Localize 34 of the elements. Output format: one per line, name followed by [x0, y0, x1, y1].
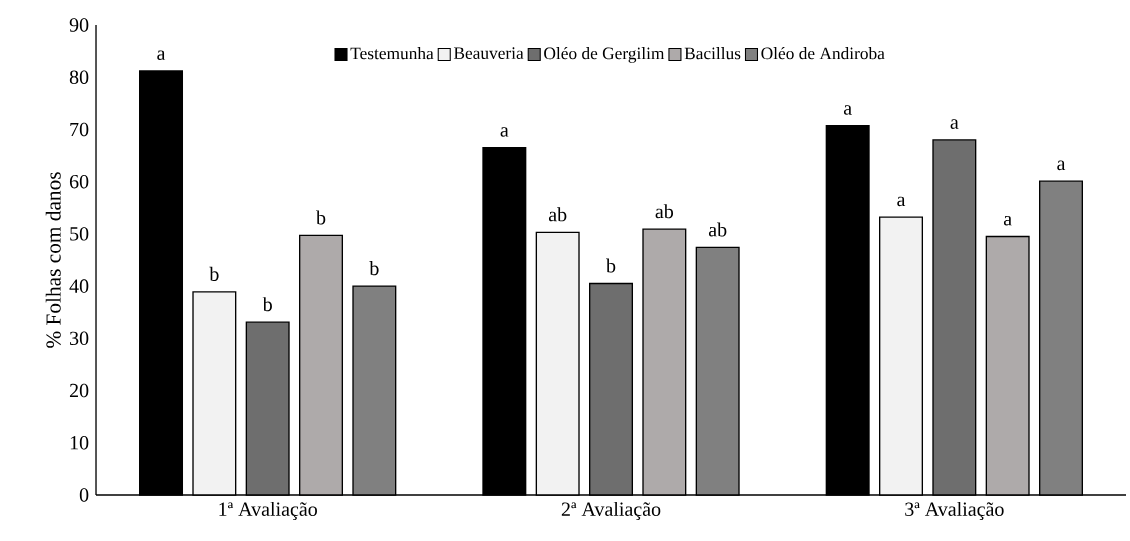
- x-tick-label: 2ª Avaliação: [561, 501, 661, 521]
- y-tick-label: 10: [70, 436, 89, 450]
- y-tick-label: 20: [69, 383, 89, 398]
- legend-label: Oléo de Andiroba: [761, 47, 885, 60]
- legend-label: Beauveria: [453, 47, 524, 59]
- data-label: a: [1003, 215, 1012, 226]
- data-label: ab: [655, 204, 674, 219]
- y-tick-label: 70: [70, 122, 89, 137]
- y-tick-label: 50: [70, 227, 89, 241]
- x-tick-label: 3ª Avaliação: [905, 501, 1004, 521]
- y-tick-label: 80: [69, 70, 89, 84]
- data-label: a: [843, 105, 852, 115]
- y-tick-label: 60: [69, 174, 89, 189]
- y-tick-label: 0: [79, 488, 89, 502]
- legend-label: Oléo de Gergilim: [544, 47, 665, 63]
- data-label: b: [209, 266, 219, 281]
- data-label: b: [606, 258, 616, 273]
- y-tick-label: 30: [70, 331, 89, 346]
- data-label: a: [157, 50, 166, 61]
- y-tick-label: 90: [69, 18, 89, 32]
- legend-label: Testemunha: [350, 47, 434, 60]
- data-label: a: [500, 127, 509, 137]
- data-label: a: [897, 196, 906, 207]
- x-tick-label: 1ª Avaliação: [219, 501, 317, 521]
- data-label: b: [262, 297, 272, 312]
- data-label: b: [316, 210, 326, 225]
- legend-label: Bacillus: [684, 47, 741, 60]
- data-label: ab: [548, 207, 567, 222]
- data-label: b: [369, 261, 379, 276]
- data-label: a: [950, 119, 959, 129]
- y-tick-label: 40: [69, 279, 89, 293]
- data-label: ab: [708, 222, 727, 237]
- data-label: a: [1057, 160, 1066, 171]
- y-axis-title: % Folhas com danos: [45, 172, 61, 348]
